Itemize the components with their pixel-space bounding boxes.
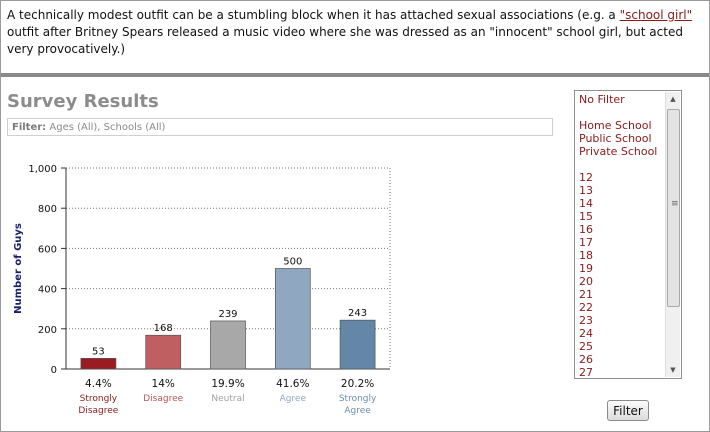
category-label: Disagree <box>78 406 118 416</box>
filter-value: Ages (All), Schools (All) <box>49 122 166 133</box>
filter-option[interactable]: 20 <box>579 275 593 288</box>
filter-option[interactable]: 13 <box>579 184 593 197</box>
filter-label: Filter: <box>12 122 47 133</box>
bar[interactable] <box>80 357 117 370</box>
bar-percent-label: 14% <box>152 378 175 390</box>
listbox-scrollbar[interactable]: ▲ ≡ ▼ <box>665 92 680 377</box>
category-label: Agree <box>344 406 371 416</box>
bar-value-label: 53 <box>92 346 105 357</box>
category-label: Strongly <box>80 394 118 404</box>
active-filter-bar: Filter: Ages (All), Schools (All) <box>7 118 553 136</box>
filter-options: No Filter Home School Public School Private… <box>579 93 667 379</box>
scroll-up-button[interactable]: ▲ <box>670 95 676 103</box>
grip-icon: ≡ <box>671 199 679 209</box>
y-tick-label: 1,000 <box>28 164 57 175</box>
filter-option-spacer <box>579 106 667 119</box>
scroll-thumb[interactable]: ≡ <box>667 109 680 307</box>
y-tick-label: 400 <box>38 285 57 296</box>
bar-percent-label: 20.2% <box>341 378 374 390</box>
bar-percent-label: 4.4% <box>85 378 112 390</box>
category-label: Strongly <box>339 394 377 404</box>
filter-option[interactable]: 24 <box>579 327 593 340</box>
intro-text-after: outfit after Britney Spears released a m… <box>7 25 683 56</box>
bar-value-label: 500 <box>283 257 302 268</box>
filter-option[interactable]: Private School <box>579 145 658 158</box>
filter-option[interactable]: 27 <box>579 366 593 379</box>
filter-option[interactable]: Home School <box>579 119 652 132</box>
bar[interactable] <box>210 320 246 370</box>
filter-option[interactable]: 17 <box>579 236 593 249</box>
filter-option[interactable]: 18 <box>579 249 593 262</box>
section-divider <box>1 73 709 77</box>
bar-value-label: 239 <box>218 309 237 320</box>
scroll-down-button[interactable]: ▼ <box>670 366 676 374</box>
filter-option[interactable]: 15 <box>579 210 593 223</box>
y-axis-title: Number of Guys <box>13 223 24 314</box>
bar-value-label: 243 <box>348 308 367 319</box>
y-tick-label: 600 <box>38 244 57 255</box>
filter-option[interactable]: 16 <box>579 223 593 236</box>
survey-title: Survey Results <box>7 91 159 112</box>
survey-chart: 0 200 400 600 800 1,000 Number of Guys 53 4.4% St… <box>13 164 391 416</box>
bar[interactable] <box>145 334 182 370</box>
filter-option[interactable]: 25 <box>579 340 593 353</box>
bar-value-label: 168 <box>154 323 173 334</box>
bar-percent-label: 41.6% <box>276 378 309 390</box>
filter-option[interactable]: 12 <box>579 171 593 184</box>
filter-option[interactable]: 14 <box>579 197 593 210</box>
y-tick-label: 0 <box>51 365 57 376</box>
filter-option-spacer <box>579 158 667 171</box>
intro-text-before: A technically modest outfit can be a stu… <box>7 8 620 22</box>
filter-option[interactable]: 19 <box>579 262 593 275</box>
y-tick-label: 800 <box>38 204 57 215</box>
bar[interactable] <box>339 319 376 370</box>
filter-option[interactable]: 23 <box>579 314 593 327</box>
filter-option[interactable]: 21 <box>579 288 593 301</box>
bar[interactable] <box>274 268 311 370</box>
school-girl-link[interactable]: "school girl" <box>619 8 693 22</box>
filter-option[interactable]: No Filter <box>579 93 625 106</box>
filter-listbox[interactable]: No Filter Home School Public School Private… <box>574 90 682 379</box>
filter-option[interactable]: Public School <box>579 132 652 145</box>
category-label: Disagree <box>143 394 183 404</box>
bar-percent-label: 19.9% <box>211 378 244 390</box>
category-label: Agree <box>280 394 307 404</box>
filter-option[interactable]: 26 <box>579 353 593 366</box>
filter-option[interactable]: 22 <box>579 301 593 314</box>
filter-button[interactable]: Filter <box>607 400 649 421</box>
category-label: Neutral <box>211 394 244 404</box>
y-tick-label: 200 <box>38 325 57 336</box>
intro-text: A technically modest outfit can be a stu… <box>7 7 703 58</box>
